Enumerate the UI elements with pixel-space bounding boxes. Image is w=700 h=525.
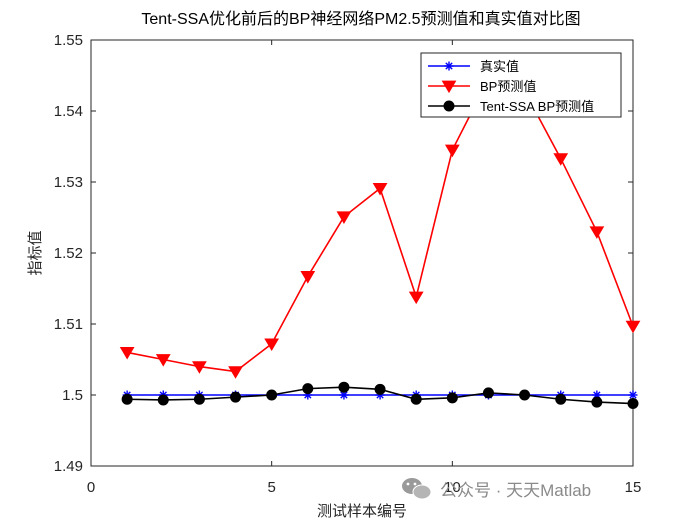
x-tick-label: 5	[267, 479, 275, 496]
y-tick-label: 1.53	[54, 174, 83, 191]
series-layer	[119, 73, 641, 410]
data-point	[408, 291, 424, 305]
data-point	[230, 391, 242, 403]
data-point	[302, 383, 314, 395]
legend-label: Tent-SSA BP预测值	[480, 99, 594, 114]
data-point	[628, 390, 638, 400]
data-point	[591, 396, 603, 408]
data-point	[264, 338, 280, 352]
legend-entry: BP预测值	[428, 79, 536, 94]
y-tick-label: 1.49	[54, 458, 83, 475]
y-tick-label: 1.51	[54, 316, 83, 333]
series-2	[121, 381, 639, 410]
data-point	[589, 226, 605, 239]
x-tick-label: 10	[444, 479, 461, 496]
data-point	[193, 393, 205, 405]
legend-marker	[444, 61, 454, 71]
legend-entry: 真实值	[428, 59, 519, 74]
data-point	[444, 144, 460, 158]
data-point	[519, 389, 531, 401]
y-tick-label: 1.55	[54, 32, 83, 49]
y-tick-label: 1.52	[54, 245, 83, 262]
data-point	[482, 387, 494, 399]
data-point	[555, 393, 567, 405]
data-point	[446, 392, 458, 404]
data-point	[300, 271, 316, 284]
y-tick-label: 1.54	[54, 103, 83, 120]
data-point	[119, 347, 135, 360]
legend-label: 真实值	[480, 59, 519, 74]
data-point	[338, 381, 350, 393]
wechat-icon	[402, 478, 432, 500]
series-1	[119, 73, 641, 379]
legend-entry: Tent-SSA BP预测值	[428, 99, 594, 114]
x-tick-label: 15	[625, 479, 642, 496]
data-point	[192, 361, 207, 374]
data-point	[625, 320, 641, 334]
y-axis-title: 指标值	[26, 230, 44, 275]
chart-title: Tent-SSA优化前后的BP神经网络PM2.5预测值和真实值对比图	[141, 9, 580, 28]
legend: 真实值 BP预测值 Tent-SSA BP预测值	[420, 52, 622, 118]
legend-label: BP预测值	[480, 79, 536, 94]
data-point	[336, 211, 352, 224]
legend-marker	[441, 80, 457, 94]
data-point	[627, 398, 639, 410]
data-point	[553, 153, 569, 166]
watermark-text: 公众号 · 天天Matlab	[440, 481, 591, 500]
data-point	[372, 183, 388, 196]
watermark: 公众号 · 天天Matlab	[402, 478, 591, 500]
x-axis-title: 测试样本编号	[317, 502, 407, 520]
data-point	[228, 366, 243, 379]
data-point	[410, 393, 422, 405]
data-point	[157, 394, 169, 406]
axis-ticks: 0 5 10 15 1.49 1.5 1.51 1.52 1.53 1.54 1.55	[54, 32, 642, 496]
data-point	[155, 354, 171, 367]
y-tick-label: 1.5	[62, 387, 83, 404]
data-point	[121, 393, 133, 405]
data-point	[266, 389, 278, 401]
legend-marker	[443, 100, 455, 112]
data-point	[374, 383, 386, 395]
x-tick-label: 0	[87, 479, 95, 496]
